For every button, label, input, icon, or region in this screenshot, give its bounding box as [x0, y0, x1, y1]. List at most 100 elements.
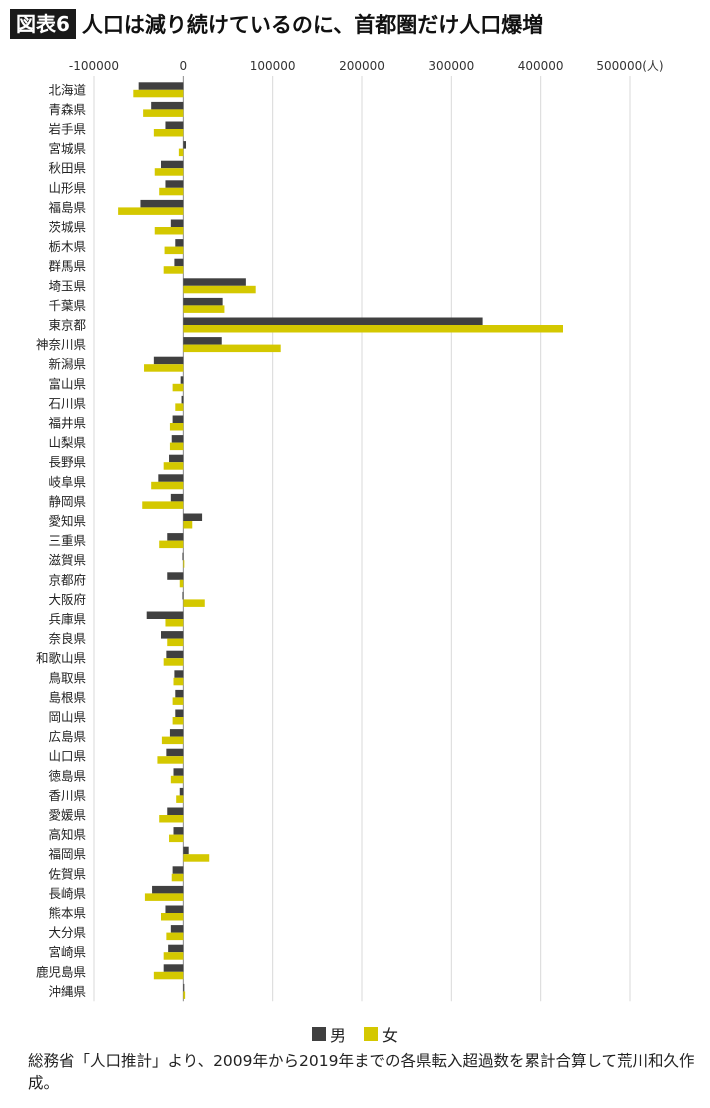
category-label: 埼玉県: [48, 278, 86, 293]
category-label: 福島県: [48, 200, 86, 215]
bar-male: [181, 395, 184, 404]
bar-male: [182, 552, 184, 561]
category-label: 熊本県: [48, 906, 86, 921]
category-label: 栃木県: [48, 239, 86, 254]
bar-female: [159, 815, 184, 823]
category-label: 佐賀県: [48, 866, 86, 881]
bar-female: [178, 148, 184, 157]
legend-label-female: 女: [382, 1026, 399, 1045]
bar-female: [159, 187, 184, 196]
bar-female: [161, 913, 184, 921]
category-label: 滋賀県: [48, 553, 86, 568]
category-label: 山梨県: [48, 435, 86, 450]
category-label: 京都府: [48, 572, 86, 587]
category-label: 沖縄県: [48, 984, 86, 999]
bar-male: [175, 689, 184, 698]
bar-female: [171, 873, 184, 882]
category-label: 新潟県: [48, 357, 86, 372]
bar-female: [183, 305, 225, 313]
legend-swatch-female: [364, 1027, 378, 1041]
bar-female: [183, 521, 193, 529]
bar-female: [169, 442, 184, 451]
bar-male: [172, 866, 184, 874]
category-label: 広島県: [48, 729, 86, 744]
bar-female: [167, 638, 184, 647]
category-label: 山形県: [48, 180, 86, 195]
bar-male: [173, 768, 184, 776]
category-label: 群馬県: [48, 259, 86, 274]
legend-item-male: 男: [311, 1022, 346, 1046]
bar-female: [169, 834, 184, 843]
bar-male: [167, 807, 184, 815]
bar-female: [183, 560, 185, 568]
bar-female: [173, 677, 184, 686]
bar-male: [152, 885, 184, 894]
category-label: 岐阜県: [48, 474, 86, 489]
bar-male: [165, 905, 184, 913]
bar-female: [144, 893, 184, 901]
source-footnote: 総務省「人口推計」より、2009年から2019年までの各県転入超過数を累計合算し…: [28, 1052, 695, 1092]
bar-female: [172, 697, 184, 705]
bar-male: [153, 356, 184, 365]
bar-male: [170, 925, 184, 933]
category-label: 宮崎県: [48, 945, 86, 960]
bar-male: [183, 297, 223, 306]
x-tick-label: 100000: [250, 59, 296, 73]
bar-male: [173, 827, 184, 835]
bar-male: [183, 278, 246, 286]
bar-female: [166, 932, 184, 941]
bar-male: [167, 533, 184, 541]
bar-female: [144, 364, 184, 372]
bar-chart: -100000 0 100000 200000 300000 400000 500000(人…: [36, 59, 664, 1002]
x-tick-label: 400000: [518, 59, 564, 73]
category-label: 長野県: [48, 455, 86, 470]
category-label: 富山県: [48, 376, 86, 391]
category-label: 千葉県: [48, 298, 86, 313]
bar-female: [183, 325, 564, 333]
bar-female: [175, 403, 184, 411]
category-label: 大阪府: [48, 592, 86, 607]
bar-male: [167, 572, 184, 580]
category-label: 茨城県: [48, 220, 86, 235]
bar-male: [183, 337, 222, 345]
bar-male: [172, 415, 184, 423]
bar-female: [172, 383, 184, 392]
category-label: 愛媛県: [48, 808, 86, 823]
category-label: 福岡県: [48, 847, 86, 862]
bar-female: [151, 481, 184, 490]
category-label: 東京都: [48, 318, 86, 333]
legend-label-male: 男: [329, 1026, 346, 1045]
figure-badge: 図表6: [10, 9, 76, 39]
bar-female: [164, 246, 184, 255]
x-tick-label: 300000: [428, 59, 474, 73]
category-label: 山口県: [48, 749, 86, 764]
bar-female: [157, 756, 184, 764]
bar-female: [183, 599, 205, 607]
bar-male: [169, 454, 184, 463]
bar-female: [154, 168, 184, 176]
bar-female: [172, 717, 184, 725]
legend-swatch-male: [311, 1027, 326, 1041]
category-label: 鳥取県: [48, 670, 86, 685]
bar-male: [179, 787, 184, 796]
bar-male: [161, 631, 184, 639]
bar-male: [170, 493, 184, 502]
bar-female: [163, 462, 184, 470]
category-label: 香川県: [48, 788, 86, 803]
category-label: 和歌山県: [36, 651, 86, 666]
category-label: 北海道: [48, 82, 86, 97]
bar-female: [183, 285, 256, 294]
x-tick-label: 500000(人): [596, 59, 663, 73]
bar-female: [176, 795, 184, 803]
bar-male: [151, 101, 184, 110]
bar-male: [169, 729, 184, 737]
category-label: 三重県: [48, 533, 86, 548]
bar-female: [170, 775, 184, 784]
bar-female: [163, 952, 184, 960]
bar-female: [163, 266, 184, 274]
bar-male: [180, 376, 184, 384]
bar-female: [179, 579, 184, 588]
category-label: 長崎県: [48, 886, 86, 901]
bar-male: [138, 82, 184, 90]
bar-male: [174, 670, 184, 678]
